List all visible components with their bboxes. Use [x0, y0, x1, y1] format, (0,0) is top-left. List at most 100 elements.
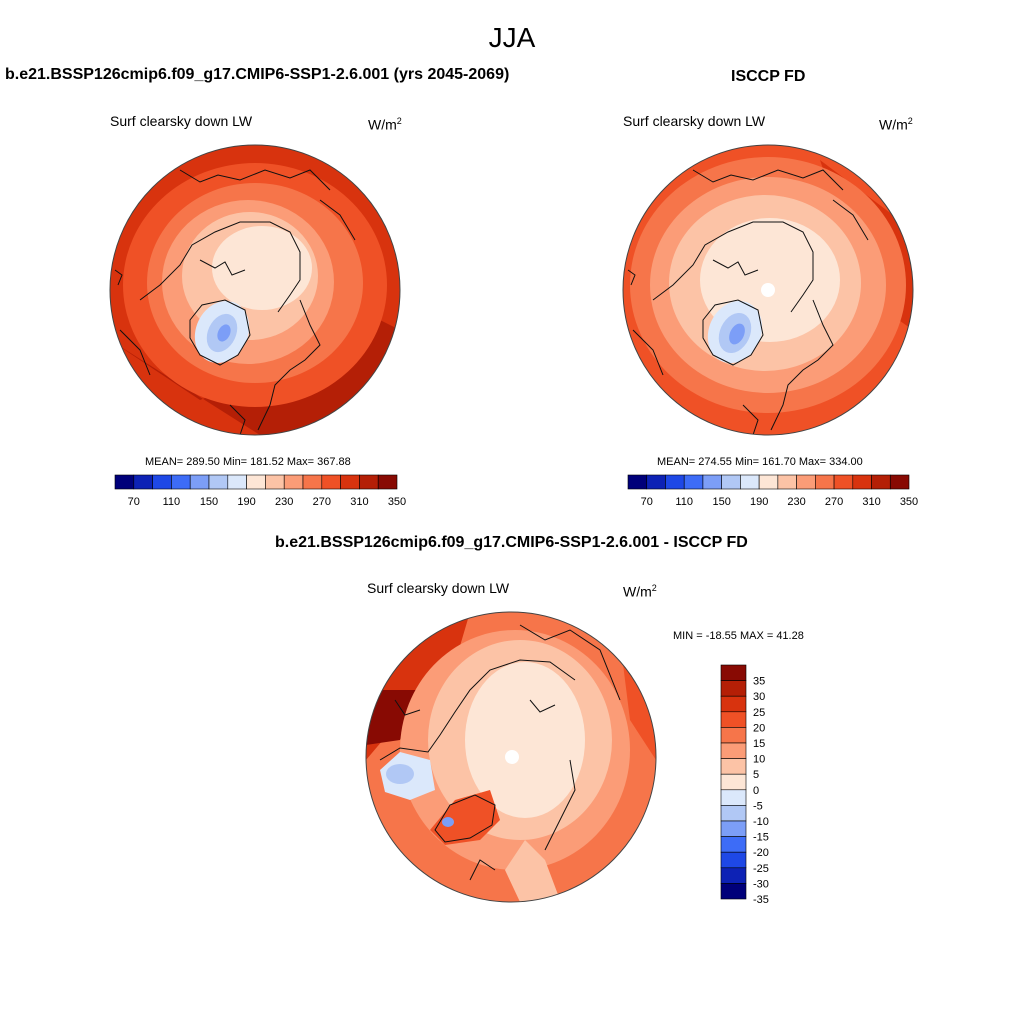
diff-units-label: W/m2 — [623, 583, 657, 600]
colorbar-swatch — [720, 742, 747, 759]
colorbar-swatch — [720, 789, 747, 806]
map-fill-band — [386, 764, 414, 784]
colorbar-tick-label: 5 — [753, 769, 759, 781]
map-fill-band — [430, 790, 500, 845]
model-map — [109, 144, 401, 436]
colorbar-swatch — [720, 680, 747, 697]
obs-panel-title: ISCCP FD — [731, 68, 806, 85]
coastlines — [627, 169, 869, 435]
colorbar-swatch — [833, 474, 854, 490]
model-units-label: W/m2 — [368, 116, 402, 133]
colorbar-tick-label: -30 — [753, 878, 769, 890]
colorbar-tick-label: 0 — [753, 785, 759, 797]
colorbar-tick-label: -25 — [753, 863, 769, 875]
colorbar-swatch — [721, 474, 741, 490]
colorbar-swatch — [889, 474, 910, 490]
colorbar-tick-label: -10 — [753, 816, 769, 828]
diff-colorbar: 35 30 25 20 15 10 5 0 -5 -10 -15 -20 -25 -30 -35 — [720, 664, 769, 906]
colorbar-swatch — [377, 474, 398, 490]
map-fill-band — [217, 324, 231, 342]
colorbar-swatch — [340, 474, 360, 490]
colorbar-swatch — [283, 474, 304, 490]
colorbar-swatch — [720, 836, 747, 853]
colorbar-tick-label: 15 — [753, 738, 765, 750]
colorbar-swatch — [152, 474, 172, 490]
colorbar-tick-label: 230 — [787, 496, 805, 508]
colorbar-tick-label: 150 — [200, 496, 218, 508]
colorbar-swatch — [720, 883, 747, 900]
map-border — [109, 144, 401, 436]
obs-map — [622, 144, 914, 436]
colorbar-swatch — [815, 474, 835, 490]
colorbar-swatch — [133, 474, 153, 490]
colorbar-tick-label: 25 — [753, 707, 765, 719]
colorbar-swatch — [796, 474, 816, 490]
colorbar-swatch — [720, 820, 747, 837]
obs-stats: MEAN= 274.55 Min= 161.70 Max= 334.00 — [657, 456, 863, 468]
model-stats: MEAN= 289.50 Min= 181.52 Max= 367.88 — [145, 456, 351, 468]
colorbar-tick-label: 20 — [753, 722, 765, 734]
colorbar-tick-label: 70 — [128, 496, 140, 508]
colorbar-swatch — [702, 474, 722, 490]
diff-map — [365, 611, 657, 903]
colorbar-swatch — [208, 474, 229, 490]
colorbar-tick-label: 110 — [163, 496, 181, 508]
diff-panel-title: b.e21.BSSP126cmip6.f09_g17.CMIP6-SSP1-2.… — [275, 534, 748, 551]
colorbar-swatch — [740, 474, 760, 490]
colorbar-tick-label: 30 — [753, 691, 765, 703]
colorbar-swatch — [189, 474, 210, 490]
colorbar-swatch — [720, 664, 747, 681]
obs-colorbar: 70 110 150 190 230 270 310 350 — [627, 474, 918, 508]
colorbar-tick-label: -15 — [753, 832, 769, 844]
pole-hole — [505, 750, 519, 764]
colorbar-swatch — [777, 474, 797, 490]
model-variable-label: Surf clearsky down LW — [110, 113, 253, 129]
model-colorbar: 70 110 150 190 230 270 310 350 — [114, 474, 406, 508]
colorbar-tick-label: 190 — [750, 496, 768, 508]
pole-hole — [761, 283, 775, 297]
colorbar-swatch — [720, 758, 747, 775]
colorbar-tick-label: 70 — [641, 496, 653, 508]
colorbar-swatch — [665, 474, 685, 490]
obs-variable-label: Surf clearsky down LW — [623, 113, 766, 129]
colorbar-swatch — [114, 474, 135, 490]
colorbar-swatch — [871, 474, 891, 490]
colorbar-swatch — [246, 474, 266, 490]
colorbar-swatch — [720, 711, 747, 728]
colorbar-tick-label: -20 — [753, 847, 769, 859]
colorbar-swatch — [627, 474, 648, 490]
colorbar-swatch — [720, 867, 747, 884]
colorbar-tick-label: 190 — [237, 496, 255, 508]
colorbar-tick-label: 150 — [712, 496, 730, 508]
figure-title: JJA — [488, 22, 536, 53]
colorbar-tick-label: 270 — [825, 496, 843, 508]
map-fill-band — [729, 323, 745, 345]
model-panel-title: b.e21.BSSP126cmip6.f09_g17.CMIP6-SSP1-2.… — [5, 66, 510, 83]
colorbar-swatch — [852, 474, 872, 490]
map-fill-band — [366, 690, 420, 745]
colorbar-tick-label: 270 — [313, 496, 331, 508]
colorbar-swatch — [720, 695, 747, 713]
colorbar-swatch — [265, 474, 285, 490]
obs-units-label: W/m2 — [879, 116, 913, 133]
map-fill-band — [442, 817, 454, 827]
colorbar-tick-label: 10 — [753, 754, 765, 766]
coastlines — [379, 624, 621, 881]
colorbar-tick-label: 110 — [675, 496, 693, 508]
colorbar-swatch — [720, 773, 747, 791]
colorbar-tick-label: 310 — [862, 496, 880, 508]
colorbar-swatch — [720, 805, 747, 822]
colorbar-swatch — [646, 474, 666, 490]
coastlines — [114, 169, 356, 435]
colorbar-tick-label: 310 — [350, 496, 368, 508]
colorbar-swatch — [683, 474, 704, 490]
colorbar-tick-label: -5 — [753, 800, 763, 812]
colorbar-swatch — [227, 474, 247, 490]
map-fill-band — [212, 226, 312, 310]
diff-stats: MIN = -18.55 MAX = 41.28 — [673, 630, 804, 642]
colorbar-tick-label: 35 — [753, 676, 765, 688]
colorbar-swatch — [720, 851, 747, 869]
colorbar-swatch — [171, 474, 191, 490]
colorbar-swatch — [321, 474, 341, 490]
